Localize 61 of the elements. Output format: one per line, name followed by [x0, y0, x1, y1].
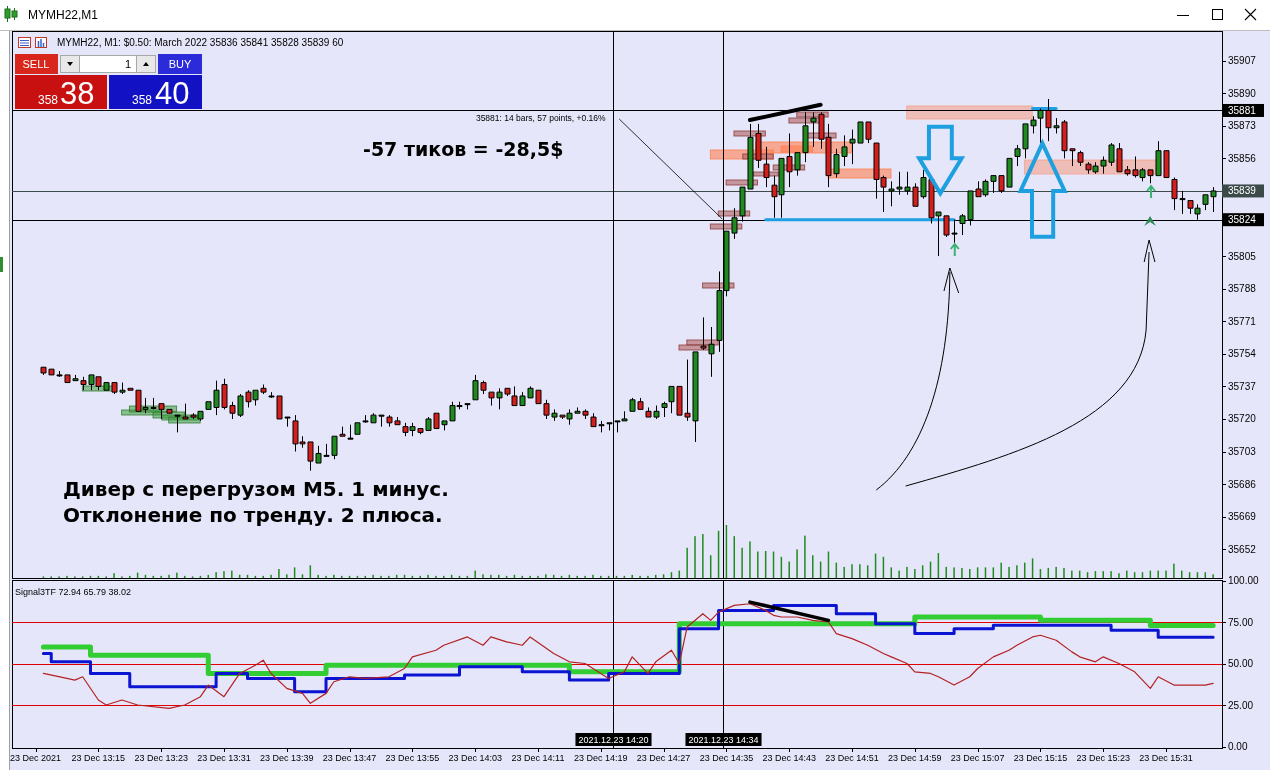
y-tick-label: 35890 [1228, 87, 1257, 99]
candlestick [464, 403, 471, 410]
x-tick-label: 23 Dec 14:59 [888, 753, 942, 763]
ref-line-label: 35839 [1228, 185, 1257, 197]
annotation: -57 тиков = -28,5$ [363, 138, 564, 160]
annotation: Дивер с перегрузом M5. 1 минус. Отклонение по тренду. 2 плюса. [63, 477, 449, 527]
annotation: BUY [168, 58, 192, 70]
x-tick-label: 23 Dec 14:03 [448, 753, 502, 763]
x-tick-label: 23 Dec 15:31 [1139, 753, 1193, 763]
x-tick-label: 23 Dec 14:11 [511, 753, 565, 763]
y-tick-label: 35737 [1228, 380, 1257, 392]
y-tick-label: 35873 [1228, 120, 1257, 132]
x-tick-label: 23 Dec 13:47 [322, 753, 377, 763]
y-tick-label: 35788 [1228, 283, 1257, 295]
y-tick-label: 75.00 [1228, 616, 1254, 628]
x-tick-label: 23 Dec 15:23 [1076, 753, 1131, 763]
ref-line-label: 2021.12.23 14:20 [578, 735, 649, 745]
x-tick-label: 23 Dec 14:35 [699, 753, 754, 763]
annotation: 358 [131, 93, 153, 107]
x-tick-label: 23 Dec 13:31 [197, 753, 251, 763]
x-tick-label: 23 Dec 14:51 [825, 753, 879, 763]
y-tick-label: 35703 [1228, 446, 1257, 458]
y-tick-label: 35771 [1228, 315, 1257, 327]
y-tick-label: 35907 [1228, 55, 1257, 67]
text: Signal3TF 72.94 65.79 38.02 [15, 587, 132, 597]
x-tick-label: 23 Dec 15:15 [1013, 753, 1068, 763]
candlestick [347, 424, 354, 440]
annotation: 1 [124, 58, 131, 70]
candlestick [763, 146, 770, 188]
y-tick-label: 35669 [1228, 511, 1257, 523]
chart-title: MYMH22,M1 [28, 8, 99, 22]
x-tick-label: 23 Dec 13:39 [260, 753, 314, 763]
y-tick-label: 100.00 [1228, 575, 1260, 586]
x-tick-label: 23 Dec 15:07 [950, 753, 1005, 763]
annotation: 40 [155, 76, 190, 111]
x-tick-label: 23 Dec 2021 [10, 753, 62, 763]
y-tick-label: 25.00 [1228, 699, 1254, 711]
x-tick-label: 23 Dec 13:15 [71, 753, 126, 763]
ref-line-label: 35881 [1228, 104, 1257, 116]
annotation: 38 [60, 76, 95, 111]
y-tick-label: 35754 [1228, 348, 1257, 360]
ref-line-label: 2021.12.23 14:34 [688, 735, 759, 745]
x-tick-label: 23 Dec 13:23 [134, 753, 188, 763]
y-tick-label: 35805 [1228, 250, 1257, 262]
y-tick-label: 0.00 [1228, 741, 1248, 752]
annotation: 35881: 14 bars, 57 points, +0.16% [475, 113, 607, 124]
x-tick-label: 23 Dec 13:55 [385, 753, 440, 763]
annotation: 358 [37, 93, 59, 107]
annotation: SELL [22, 58, 50, 70]
x-tick-label: 23 Dec 14:43 [762, 753, 816, 763]
x-tick-label: 23 Dec 14:27 [636, 753, 691, 763]
y-tick-label: 35686 [1228, 478, 1257, 490]
y-tick-label: 50.00 [1228, 658, 1254, 669]
y-tick-label: 35652 [1228, 543, 1257, 555]
candlestick [661, 401, 668, 418]
y-tick-label: 35856 [1228, 152, 1257, 164]
x-tick-label: 23 Dec 14:19 [574, 753, 628, 763]
ref-line-label: 35824 [1228, 214, 1257, 226]
candlestick [1077, 150, 1084, 167]
text: MYMH22, M1: $0.50: March 2022 35836 35841 35828 35839 60 [57, 37, 344, 48]
y-tick-label: 35720 [1228, 413, 1257, 425]
